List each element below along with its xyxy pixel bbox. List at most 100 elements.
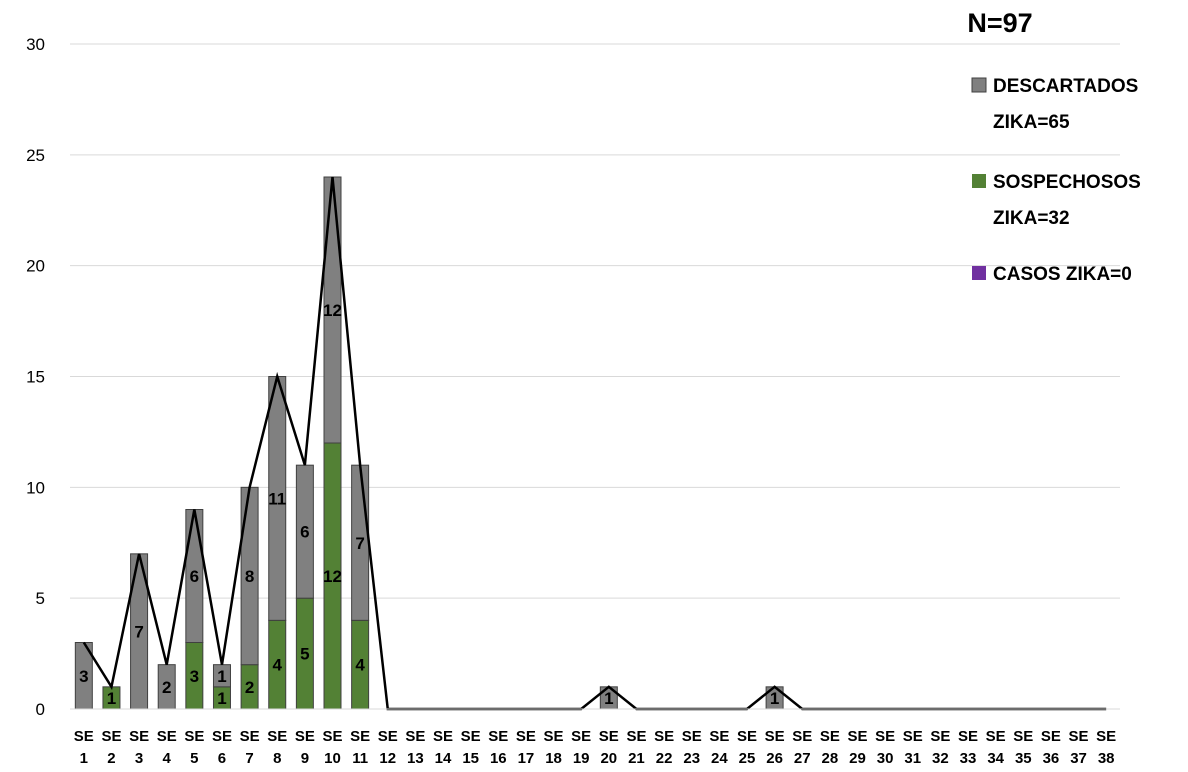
x-tick-label: 17 — [518, 750, 535, 767]
x-tick-label: SE — [986, 728, 1006, 745]
data-label: 3 — [79, 667, 88, 686]
x-tick-label: SE — [930, 728, 950, 745]
x-tick-label: 22 — [656, 750, 673, 767]
x-tick-label: SE — [792, 728, 812, 745]
legend-label: ZIKA=32 — [993, 208, 1070, 229]
x-tick-label: SE — [654, 728, 674, 745]
legend-item: SOSPECHOSOS ZIKA=32 — [972, 172, 1141, 229]
x-tick-label: 16 — [490, 750, 507, 767]
x-tick-label: 14 — [435, 750, 452, 767]
x-tick-label: 6 — [218, 750, 226, 767]
x-tick-label: 11 — [352, 750, 368, 767]
x-tick-label: SE — [599, 728, 619, 745]
x-tick-label: 31 — [904, 750, 921, 767]
legend-swatch — [971, 77, 987, 93]
legend-label: CASOS ZIKA=0 — [993, 264, 1132, 285]
x-tick-label: 33 — [960, 750, 977, 767]
x-tick-label: SE — [1069, 728, 1089, 745]
bars — [74, 176, 784, 710]
x-tick-label: SE — [295, 728, 315, 745]
x-tick-label: SE — [516, 728, 536, 745]
x-tick-label: SE — [322, 728, 342, 745]
data-label: 6 — [300, 523, 309, 542]
x-tick-label: 32 — [932, 750, 949, 767]
x-tick-label: SE — [765, 728, 785, 745]
x-tick-label: 13 — [407, 750, 424, 767]
x-tick-label: 23 — [683, 750, 700, 767]
data-label: 4 — [355, 656, 365, 675]
legend: DESCARTADOS ZIKA=65 SOSPECHOSOS ZIKA=32 CASO… — [971, 76, 1141, 285]
total-line-path — [82, 176, 1107, 711]
y-tick-label: 0 — [36, 700, 45, 719]
x-tick-label: SE — [461, 728, 481, 745]
x-tick-label: SE — [350, 728, 370, 745]
legend-swatch — [972, 266, 986, 280]
x-tick-label: 37 — [1070, 750, 1087, 767]
x-tick-label: SE — [1013, 728, 1033, 745]
x-tick-label: 36 — [1043, 750, 1060, 767]
x-tick-label: 8 — [273, 750, 281, 767]
x-tick-label: 29 — [849, 750, 866, 767]
y-tick-label: 20 — [26, 257, 45, 276]
x-tick-label: 38 — [1098, 750, 1115, 767]
data-label: 12 — [323, 301, 342, 320]
legend-item: DESCARTADOS ZIKA=65 — [971, 76, 1138, 133]
x-tick-label: SE — [129, 728, 149, 745]
x-tick-label: SE — [488, 728, 508, 745]
x-tick-label: 18 — [545, 750, 562, 767]
legend-swatch — [972, 174, 986, 188]
y-tick-label: 25 — [26, 146, 45, 165]
x-tick-label: 35 — [1015, 750, 1032, 767]
data-label: 1 — [217, 689, 226, 708]
data-label: 1 — [604, 689, 613, 708]
x-tick-label: SE — [240, 728, 260, 745]
x-tick-label: 26 — [766, 750, 783, 767]
x-tick-label: 28 — [822, 750, 839, 767]
legend-label: ZIKA=65 — [993, 112, 1070, 133]
x-tick-label: SE — [571, 728, 591, 745]
x-tick-label: SE — [709, 728, 729, 745]
x-tick-label: SE — [1041, 728, 1061, 745]
x-tick-label: SE — [212, 728, 232, 745]
x-tick-label: 10 — [324, 750, 341, 767]
legend-label: SOSPECHOSOS — [993, 172, 1141, 193]
data-label: 1 — [107, 689, 116, 708]
x-tick-label: SE — [958, 728, 978, 745]
x-tick-label: SE — [378, 728, 398, 745]
x-tick-label: 21 — [628, 750, 645, 767]
x-tick-label: SE — [1096, 728, 1116, 745]
data-label: 3 — [190, 667, 199, 686]
data-label: 5 — [300, 645, 309, 664]
x-tick-label: 12 — [379, 750, 396, 767]
x-tick-label: SE — [847, 728, 867, 745]
x-tick-label: SE — [737, 728, 757, 745]
x-tick-label: SE — [875, 728, 895, 745]
x-tick-label: SE — [157, 728, 177, 745]
chart-title: N=97 — [967, 8, 1032, 38]
data-label: 11 — [268, 489, 286, 508]
y-axis: 0 5 10 15 20 25 30 — [26, 35, 45, 719]
x-tick-label: 5 — [190, 750, 198, 767]
total-line — [82, 176, 1107, 711]
legend-label: DESCARTADOS — [993, 76, 1138, 97]
y-tick-label: 30 — [26, 35, 45, 54]
x-tick-label: 25 — [739, 750, 756, 767]
data-label: 7 — [134, 622, 143, 641]
x-tick-label: 30 — [877, 750, 894, 767]
x-tick-label: SE — [74, 728, 94, 745]
x-tick-label: SE — [405, 728, 425, 745]
gridlines — [70, 43, 1120, 710]
x-tick-label: 7 — [245, 750, 253, 767]
data-label: 2 — [162, 678, 171, 697]
x-tick-label: 34 — [987, 750, 1004, 767]
x-axis: SE 1 SE 2 SE 3 SE 4 SE 5 SE 6 SE 7 SE 8 SE 9 SE 10 SE 11 SE 12 S… — [70, 708, 1120, 767]
data-label: 8 — [245, 567, 254, 586]
x-tick-label: 1 — [80, 750, 88, 767]
data-label: 1 — [217, 667, 226, 686]
x-tick-label: 24 — [711, 750, 728, 767]
x-tick-label: SE — [626, 728, 646, 745]
x-tick-label: SE — [544, 728, 564, 745]
x-tick-label: SE — [184, 728, 204, 745]
